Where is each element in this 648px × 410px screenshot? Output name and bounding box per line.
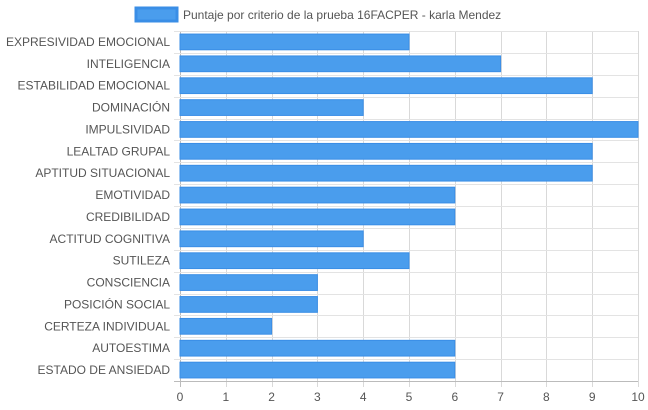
x-tick-label: 2 — [268, 390, 275, 404]
category-label: LEALTAD GRUPAL — [67, 144, 171, 158]
bar[interactable] — [179, 361, 456, 379]
bar[interactable] — [179, 208, 456, 226]
x-tick-label: 3 — [314, 390, 321, 404]
x-tick-label: 8 — [543, 390, 550, 404]
category-label: CONSCIENCIA — [87, 276, 170, 290]
x-tick-label: 7 — [497, 390, 504, 404]
category-label: ESTABILIDAD EMOCIONAL — [18, 79, 171, 93]
x-tick-label: 10 — [631, 390, 645, 404]
category-label: EXPRESIVIDAD EMOCIONAL — [6, 35, 170, 49]
x-tick-label: 9 — [589, 390, 596, 404]
bar[interactable] — [179, 99, 364, 116]
category-label: ESTADO DE ANSIEDAD — [38, 363, 171, 377]
x-tick-label: 6 — [451, 390, 458, 404]
category-label: CERTEZA INDIVIDUAL — [44, 319, 170, 333]
x-axis-ticks: 0 1 2 3 4 5 6 7 8 9 10 — [177, 390, 645, 404]
bar[interactable] — [179, 252, 410, 270]
bar[interactable] — [179, 339, 456, 357]
category-label: ACTITUD COGNITIVA — [50, 232, 170, 246]
category-label: EMOTIVIDAD — [95, 188, 170, 202]
legend[interactable]: Puntaje por criterio de la prueba 16FACP… — [134, 6, 501, 23]
bar[interactable] — [179, 121, 639, 138]
bar[interactable] — [179, 317, 273, 335]
category-label: SUTILEZA — [113, 254, 170, 268]
x-tick-label: 4 — [360, 390, 367, 404]
bar[interactable] — [179, 274, 318, 291]
category-label: CREDIBILIDAD — [86, 210, 170, 224]
legend-label: Puntaje por criterio de la prueba 16FACP… — [183, 8, 501, 22]
bar[interactable] — [179, 142, 593, 160]
category-label: AUTOESTIMA — [92, 341, 170, 355]
x-tick-label: 5 — [406, 390, 413, 404]
bars — [179, 33, 639, 379]
category-label: INTELIGENCIA — [87, 57, 170, 71]
bar[interactable] — [179, 77, 593, 95]
x-tick-label: 0 — [177, 390, 184, 404]
bar[interactable] — [179, 164, 593, 182]
category-label: APTITUD SITUACIONAL — [35, 166, 170, 180]
bar[interactable] — [179, 230, 364, 248]
bar[interactable] — [179, 296, 318, 313]
bar[interactable] — [179, 33, 410, 51]
legend-swatch — [134, 6, 179, 23]
category-label: IMPULSIVIDAD — [85, 122, 170, 136]
category-label: DOMINACIÓN — [92, 100, 170, 115]
bar[interactable] — [179, 186, 456, 204]
bar[interactable] — [179, 55, 502, 73]
category-label: POSICIÓN SOCIAL — [64, 296, 170, 311]
category-labels: EXPRESIVIDAD EMOCIONAL INTELIGENCIA ESTABI… — [6, 35, 170, 377]
x-tick-label: 1 — [222, 390, 229, 404]
